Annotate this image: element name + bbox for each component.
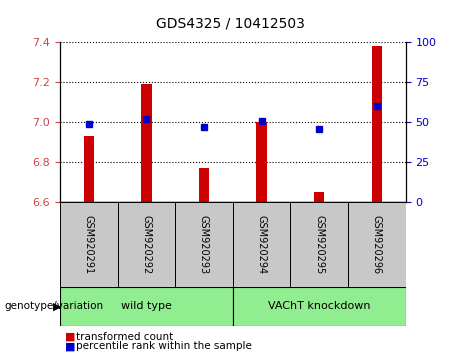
Text: transformed count: transformed count	[76, 332, 173, 342]
Bar	[233, 287, 406, 326]
Text: GSM920291: GSM920291	[84, 215, 94, 274]
Bar	[83, 136, 94, 202]
Text: percentile rank within the sample: percentile rank within the sample	[76, 341, 252, 351]
Text: VAChT knockdown: VAChT knockdown	[268, 301, 371, 311]
Bar	[60, 202, 118, 287]
Bar	[290, 202, 348, 287]
Bar	[314, 192, 325, 202]
Text: ■: ■	[65, 332, 75, 342]
Bar	[348, 202, 406, 287]
Bar	[175, 202, 233, 287]
Text: wild type: wild type	[121, 301, 172, 311]
Text: GSM920296: GSM920296	[372, 215, 382, 274]
Text: GSM920293: GSM920293	[199, 215, 209, 274]
Bar	[60, 287, 233, 326]
Bar	[256, 122, 267, 202]
Text: genotype/variation: genotype/variation	[5, 301, 104, 311]
Text: GSM920294: GSM920294	[257, 215, 266, 274]
Text: ▶: ▶	[53, 301, 61, 311]
Bar	[233, 202, 290, 287]
Bar	[141, 84, 152, 202]
Text: GDS4325 / 10412503: GDS4325 / 10412503	[156, 16, 305, 30]
Bar	[118, 202, 175, 287]
Text: GSM920295: GSM920295	[314, 215, 324, 274]
Bar	[372, 46, 382, 202]
Bar	[199, 168, 209, 202]
Text: GSM920292: GSM920292	[142, 215, 151, 274]
Text: ■: ■	[65, 341, 75, 351]
